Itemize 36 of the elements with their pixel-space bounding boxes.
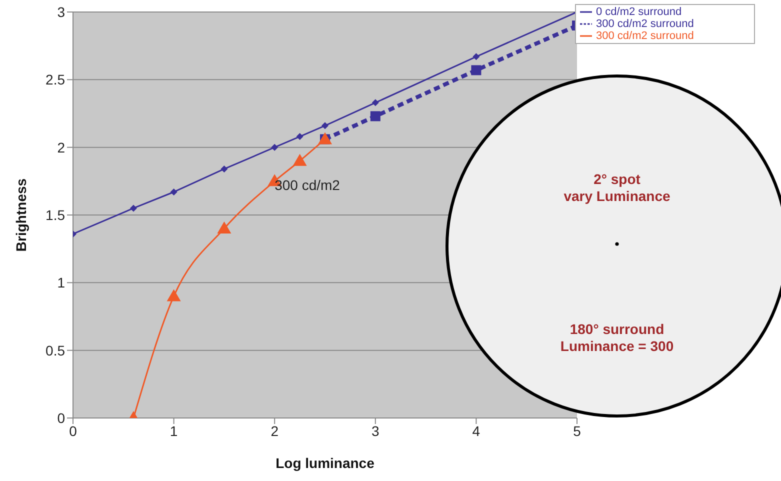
- point: [322, 122, 328, 130]
- legend-label: 300 cd/m2 surround: [596, 18, 694, 30]
- x-tick-label: 0: [69, 422, 78, 439]
- annotation: vary Luminance: [564, 188, 671, 204]
- text: 2° spot: [594, 171, 641, 187]
- point: [166, 289, 181, 302]
- point: [471, 65, 482, 76]
- point: [220, 165, 228, 172]
- annotation: Luminance = 300: [560, 338, 674, 354]
- legend-label: 300 cd/m2 surround: [596, 30, 694, 42]
- y-axis-title: Brightness: [12, 178, 29, 252]
- point: [372, 99, 379, 106]
- annotation: 180° surround: [570, 321, 664, 337]
- point: [472, 53, 480, 60]
- point: [170, 188, 178, 196]
- y-tick-label: 0: [57, 410, 66, 426]
- point: [217, 222, 232, 234]
- point: [370, 111, 380, 122]
- x-tick-label: 4: [472, 422, 480, 439]
- point: [130, 204, 137, 212]
- y-tick-label: 1: [57, 274, 66, 291]
- x-tick-label: 1: [170, 422, 178, 439]
- y-tick-label: 2.5: [46, 72, 66, 88]
- x-axis-title: Log luminance: [276, 455, 375, 471]
- y-tick-label: 2: [57, 139, 66, 156]
- annotation: 300 cd/m2: [274, 177, 340, 194]
- point: [296, 133, 304, 140]
- y-tick-label: 3: [57, 4, 66, 20]
- point: [271, 144, 278, 151]
- point: [292, 154, 307, 166]
- x-tick-label: 3: [372, 422, 380, 439]
- y-tick-label: 1.5: [46, 206, 66, 223]
- x-tick-label: 5: [573, 422, 582, 439]
- legend-label: 0 cd/m2 surround: [596, 6, 682, 18]
- y-tick-label: 0.5: [46, 342, 66, 358]
- x-tick-label: 2: [270, 422, 279, 439]
